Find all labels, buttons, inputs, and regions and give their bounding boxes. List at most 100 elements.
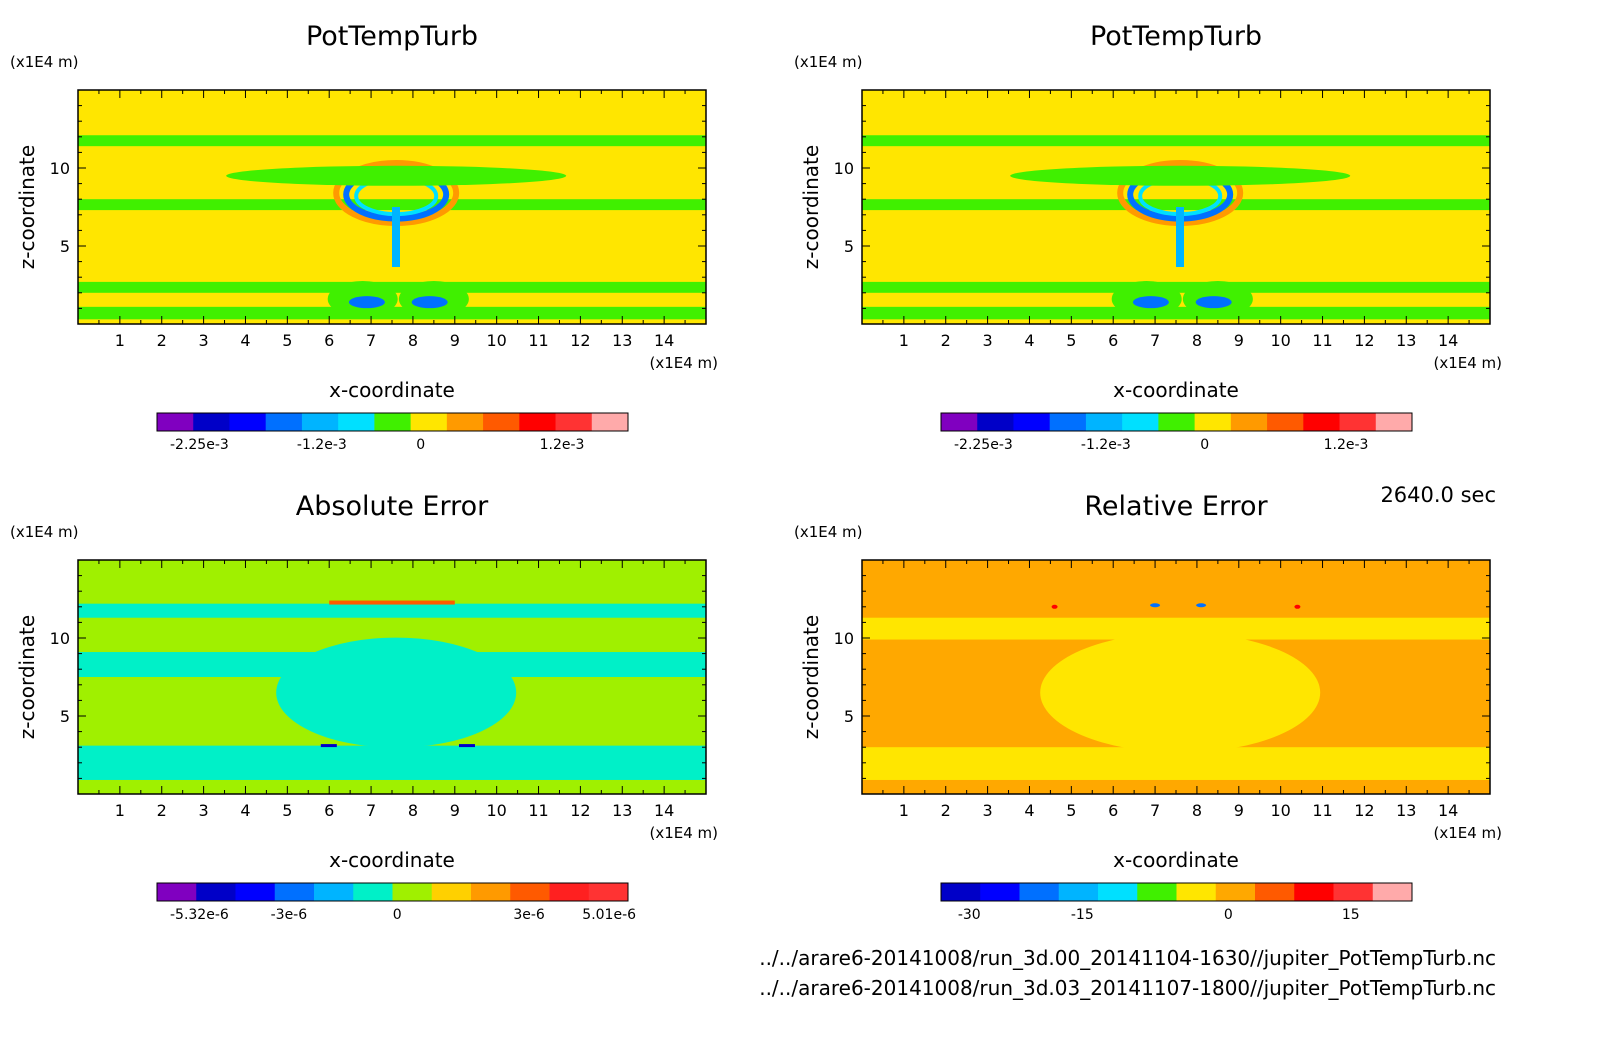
- x-tick-label: 7: [366, 331, 376, 350]
- colorbar-label: 1.2e-3: [1324, 437, 1369, 453]
- colorbar-frame: [940, 882, 1413, 902]
- lower-vortex-core-left: [348, 296, 385, 309]
- colorbar-swatch: [446, 413, 484, 431]
- contour-band: [78, 199, 706, 211]
- chart-title: PotTempTurb: [306, 21, 478, 52]
- x-tick-label: 1: [115, 331, 125, 350]
- colorbar-swatch: [301, 413, 339, 431]
- x-tick-label: 3: [199, 331, 209, 350]
- x-tick-label: 13: [612, 801, 632, 820]
- x-tick-label: 10: [486, 331, 506, 350]
- colorbar-label: -15: [1071, 907, 1094, 923]
- x-tick-label: 5: [282, 331, 292, 350]
- x-tick-label: 4: [240, 801, 250, 820]
- colorbar-swatch: [1122, 413, 1159, 431]
- colorbar-swatch: [431, 883, 472, 901]
- x-axis-label: x-coordinate: [1113, 848, 1239, 872]
- error-streak: [329, 600, 455, 605]
- colorbar-swatch: [235, 883, 276, 901]
- time-label: 2640.0 sec: [1380, 483, 1496, 507]
- colorbar-swatch: [229, 413, 267, 431]
- colorbar-swatch: [1085, 413, 1123, 431]
- chart-title: Relative Error: [1084, 491, 1268, 522]
- x-tick-label: 10: [1270, 331, 1290, 350]
- y-axis-label: z-coordinate: [799, 145, 823, 269]
- heatmap-chart: PotTempTurb(x1E4 m)1 2 3 4 5 6 7 8 9 10 11 12 13 1451…: [794, 21, 1502, 453]
- x-axis-label: x-coordinate: [329, 848, 455, 872]
- x-tick-label: 2: [157, 331, 167, 350]
- colorbar-swatch: [1058, 883, 1099, 901]
- colorbar-frame: [156, 412, 629, 432]
- colorbar-swatch: [392, 883, 433, 901]
- x-axis-label: x-coordinate: [1113, 378, 1239, 402]
- colorbar-label: -5.32e-6: [170, 907, 229, 923]
- colorbar-label: 1.2e-3: [540, 437, 585, 453]
- y-axis-label: z-coordinate: [15, 615, 39, 739]
- error-spot: [458, 744, 475, 748]
- colorbar-swatch: [157, 413, 194, 431]
- plume-stem: [392, 207, 400, 267]
- x-unit-label: (x1E4 m): [1433, 824, 1502, 842]
- contour-band: [862, 199, 1490, 211]
- colorbar-swatch: [1339, 413, 1377, 431]
- x-tick-label: 6: [1108, 801, 1118, 820]
- panel-pot-temp-left: PotTempTurb (x1E4 m) 1 2 3 4 5 6 7 8 9 10 11 12 13 14 5 1…: [0, 0, 784, 470]
- contour-fields: [78, 135, 706, 320]
- colorbar-swatch: [1375, 413, 1413, 431]
- colorbar-swatch: [1098, 883, 1138, 901]
- colorbar-label: -2.25e-3: [954, 437, 1013, 453]
- colorbar-swatch: [977, 413, 1014, 431]
- contour-band: [78, 745, 706, 780]
- lower-vortex-core-left: [1132, 296, 1169, 309]
- colorbar-label: 0: [1200, 437, 1209, 453]
- x-tick-label: 2: [941, 801, 951, 820]
- error-spot: [1196, 603, 1207, 608]
- colorbar-swatch: [483, 413, 520, 431]
- x-tick-label: 11: [1312, 331, 1332, 350]
- colorbar-swatch: [1013, 413, 1051, 431]
- y-tick-label: 10: [834, 159, 854, 178]
- x-tick-label: 7: [366, 801, 376, 820]
- colorbar-label: -2.25e-3: [170, 437, 229, 453]
- y-unit-label: (x1E4 m): [794, 523, 863, 541]
- colorbar-swatch: [338, 413, 375, 431]
- x-tick-label: 12: [570, 801, 590, 820]
- x-tick-label: 1: [899, 331, 909, 350]
- x-tick-label: 8: [1192, 801, 1202, 820]
- x-tick-label: 2: [157, 801, 167, 820]
- x-tick-label: 4: [1024, 801, 1034, 820]
- y-axis-label: z-coordinate: [15, 145, 39, 269]
- contour-band: [862, 747, 1490, 780]
- y-tick-label: 10: [50, 629, 70, 648]
- y-tick-label: 5: [60, 237, 70, 256]
- x-tick-label: 10: [1270, 801, 1290, 820]
- x-tick-label: 11: [528, 801, 548, 820]
- colorbar-label: 15: [1342, 907, 1360, 923]
- footer-file-path-1: ../../arare6-20141008/run_3d.00_20141104…: [759, 946, 1496, 970]
- colorbar-swatch: [1372, 883, 1413, 901]
- contour-fields: [862, 135, 1490, 320]
- x-tick-label: 3: [983, 801, 993, 820]
- colorbar-label: -1.2e-3: [297, 437, 347, 453]
- x-tick-label: 9: [1234, 331, 1244, 350]
- y-unit-label: (x1E4 m): [794, 53, 863, 71]
- y-tick-label: 10: [834, 629, 854, 648]
- colorbar-swatch: [1019, 883, 1060, 901]
- colorbar-label: 0: [393, 907, 402, 923]
- y-tick-label: 5: [844, 707, 854, 726]
- colorbar-swatch: [1267, 413, 1304, 431]
- x-tick-label: 6: [1108, 331, 1118, 350]
- colorbar-swatch: [1333, 883, 1374, 901]
- chart-title: Absolute Error: [296, 491, 489, 522]
- footer-file-path-2: ../../arare6-20141008/run_3d.03_20141107…: [759, 976, 1496, 1000]
- x-tick-label: 7: [1150, 801, 1160, 820]
- x-tick-label: 1: [115, 801, 125, 820]
- colorbar-swatch: [555, 413, 593, 431]
- colorbar-swatch: [941, 883, 981, 901]
- colorbar-swatch: [1294, 883, 1334, 901]
- x-tick-label: 1: [899, 801, 909, 820]
- error-spot: [1051, 604, 1058, 609]
- colorbar-swatch: [274, 883, 315, 901]
- x-unit-label: (x1E4 m): [1433, 354, 1502, 372]
- error-region: [276, 637, 517, 748]
